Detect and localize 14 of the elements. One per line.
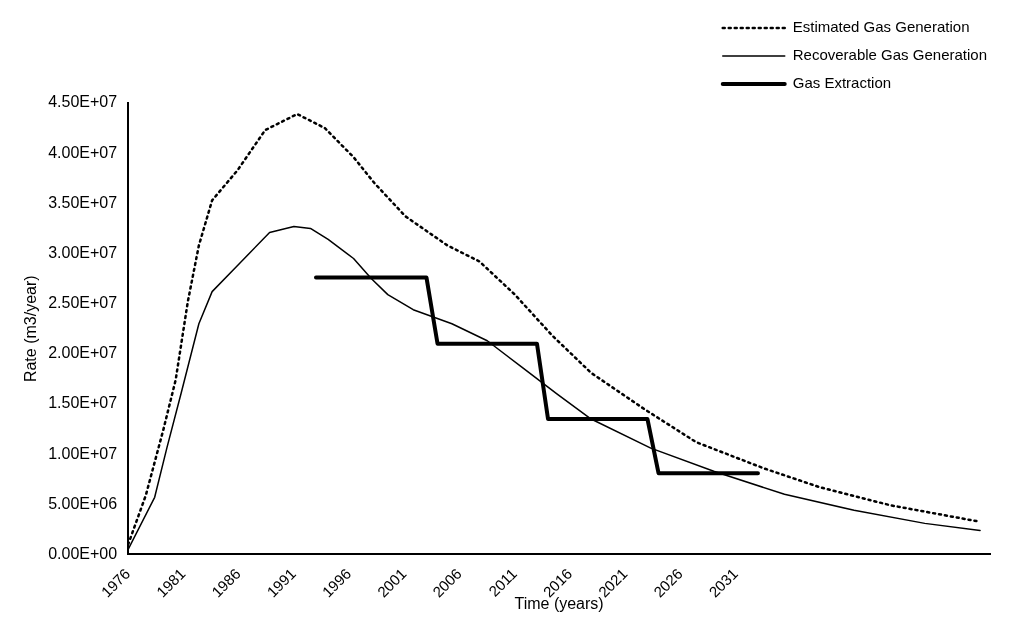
- y-axis-title: Rate (m3/year): [22, 275, 40, 383]
- y-tick-label: 1.00E+07: [48, 444, 118, 462]
- y-tick-label: 4.50E+07: [48, 93, 118, 111]
- y-tick-label: 3.50E+07: [48, 193, 118, 211]
- legend-label: Gas Extraction: [792, 74, 892, 92]
- y-tick-label: 1.50E+07: [48, 394, 118, 412]
- legend-label: Estimated Gas Generation: [792, 18, 970, 36]
- y-tick-label: 2.50E+07: [48, 294, 118, 312]
- y-tick-label: 2.00E+07: [48, 344, 118, 362]
- legend-label: Recoverable Gas Generation: [792, 46, 988, 64]
- y-tick-label: 4.00E+07: [48, 143, 118, 161]
- y-tick-label: 5.00E+06: [48, 494, 118, 512]
- y-tick-label: 3.00E+07: [48, 243, 118, 261]
- y-tick-label: 0.00E+00: [48, 544, 118, 562]
